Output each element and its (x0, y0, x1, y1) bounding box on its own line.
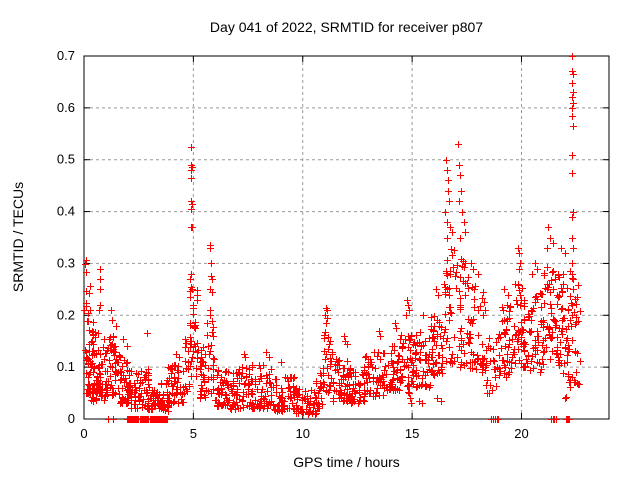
y-tick-label: 0.1 (57, 359, 75, 374)
y-tick-label: 0 (68, 411, 75, 426)
chart-title: Day 041 of 2022, SRMTID for receiver p80… (209, 19, 484, 35)
x-tick-label: 10 (296, 426, 310, 441)
x-axis-label: GPS time / hours (293, 454, 400, 470)
y-tick-label: 0.3 (57, 255, 75, 270)
y-tick-label: 0.4 (57, 204, 75, 219)
x-tick-label: 0 (80, 426, 87, 441)
y-tick-label: 0.5 (57, 152, 75, 167)
x-tick-label: 5 (190, 426, 197, 441)
y-tick-label: 0.6 (57, 100, 75, 115)
x-tick-label: 15 (405, 426, 419, 441)
plot-border (83, 55, 610, 420)
data-points (81, 53, 584, 423)
y-tick-label: 0.7 (57, 48, 75, 63)
y-tick-label: 0.2 (57, 307, 75, 322)
y-axis-label: SRMTID / TECUs (10, 181, 26, 293)
x-tick-label: 20 (514, 426, 528, 441)
